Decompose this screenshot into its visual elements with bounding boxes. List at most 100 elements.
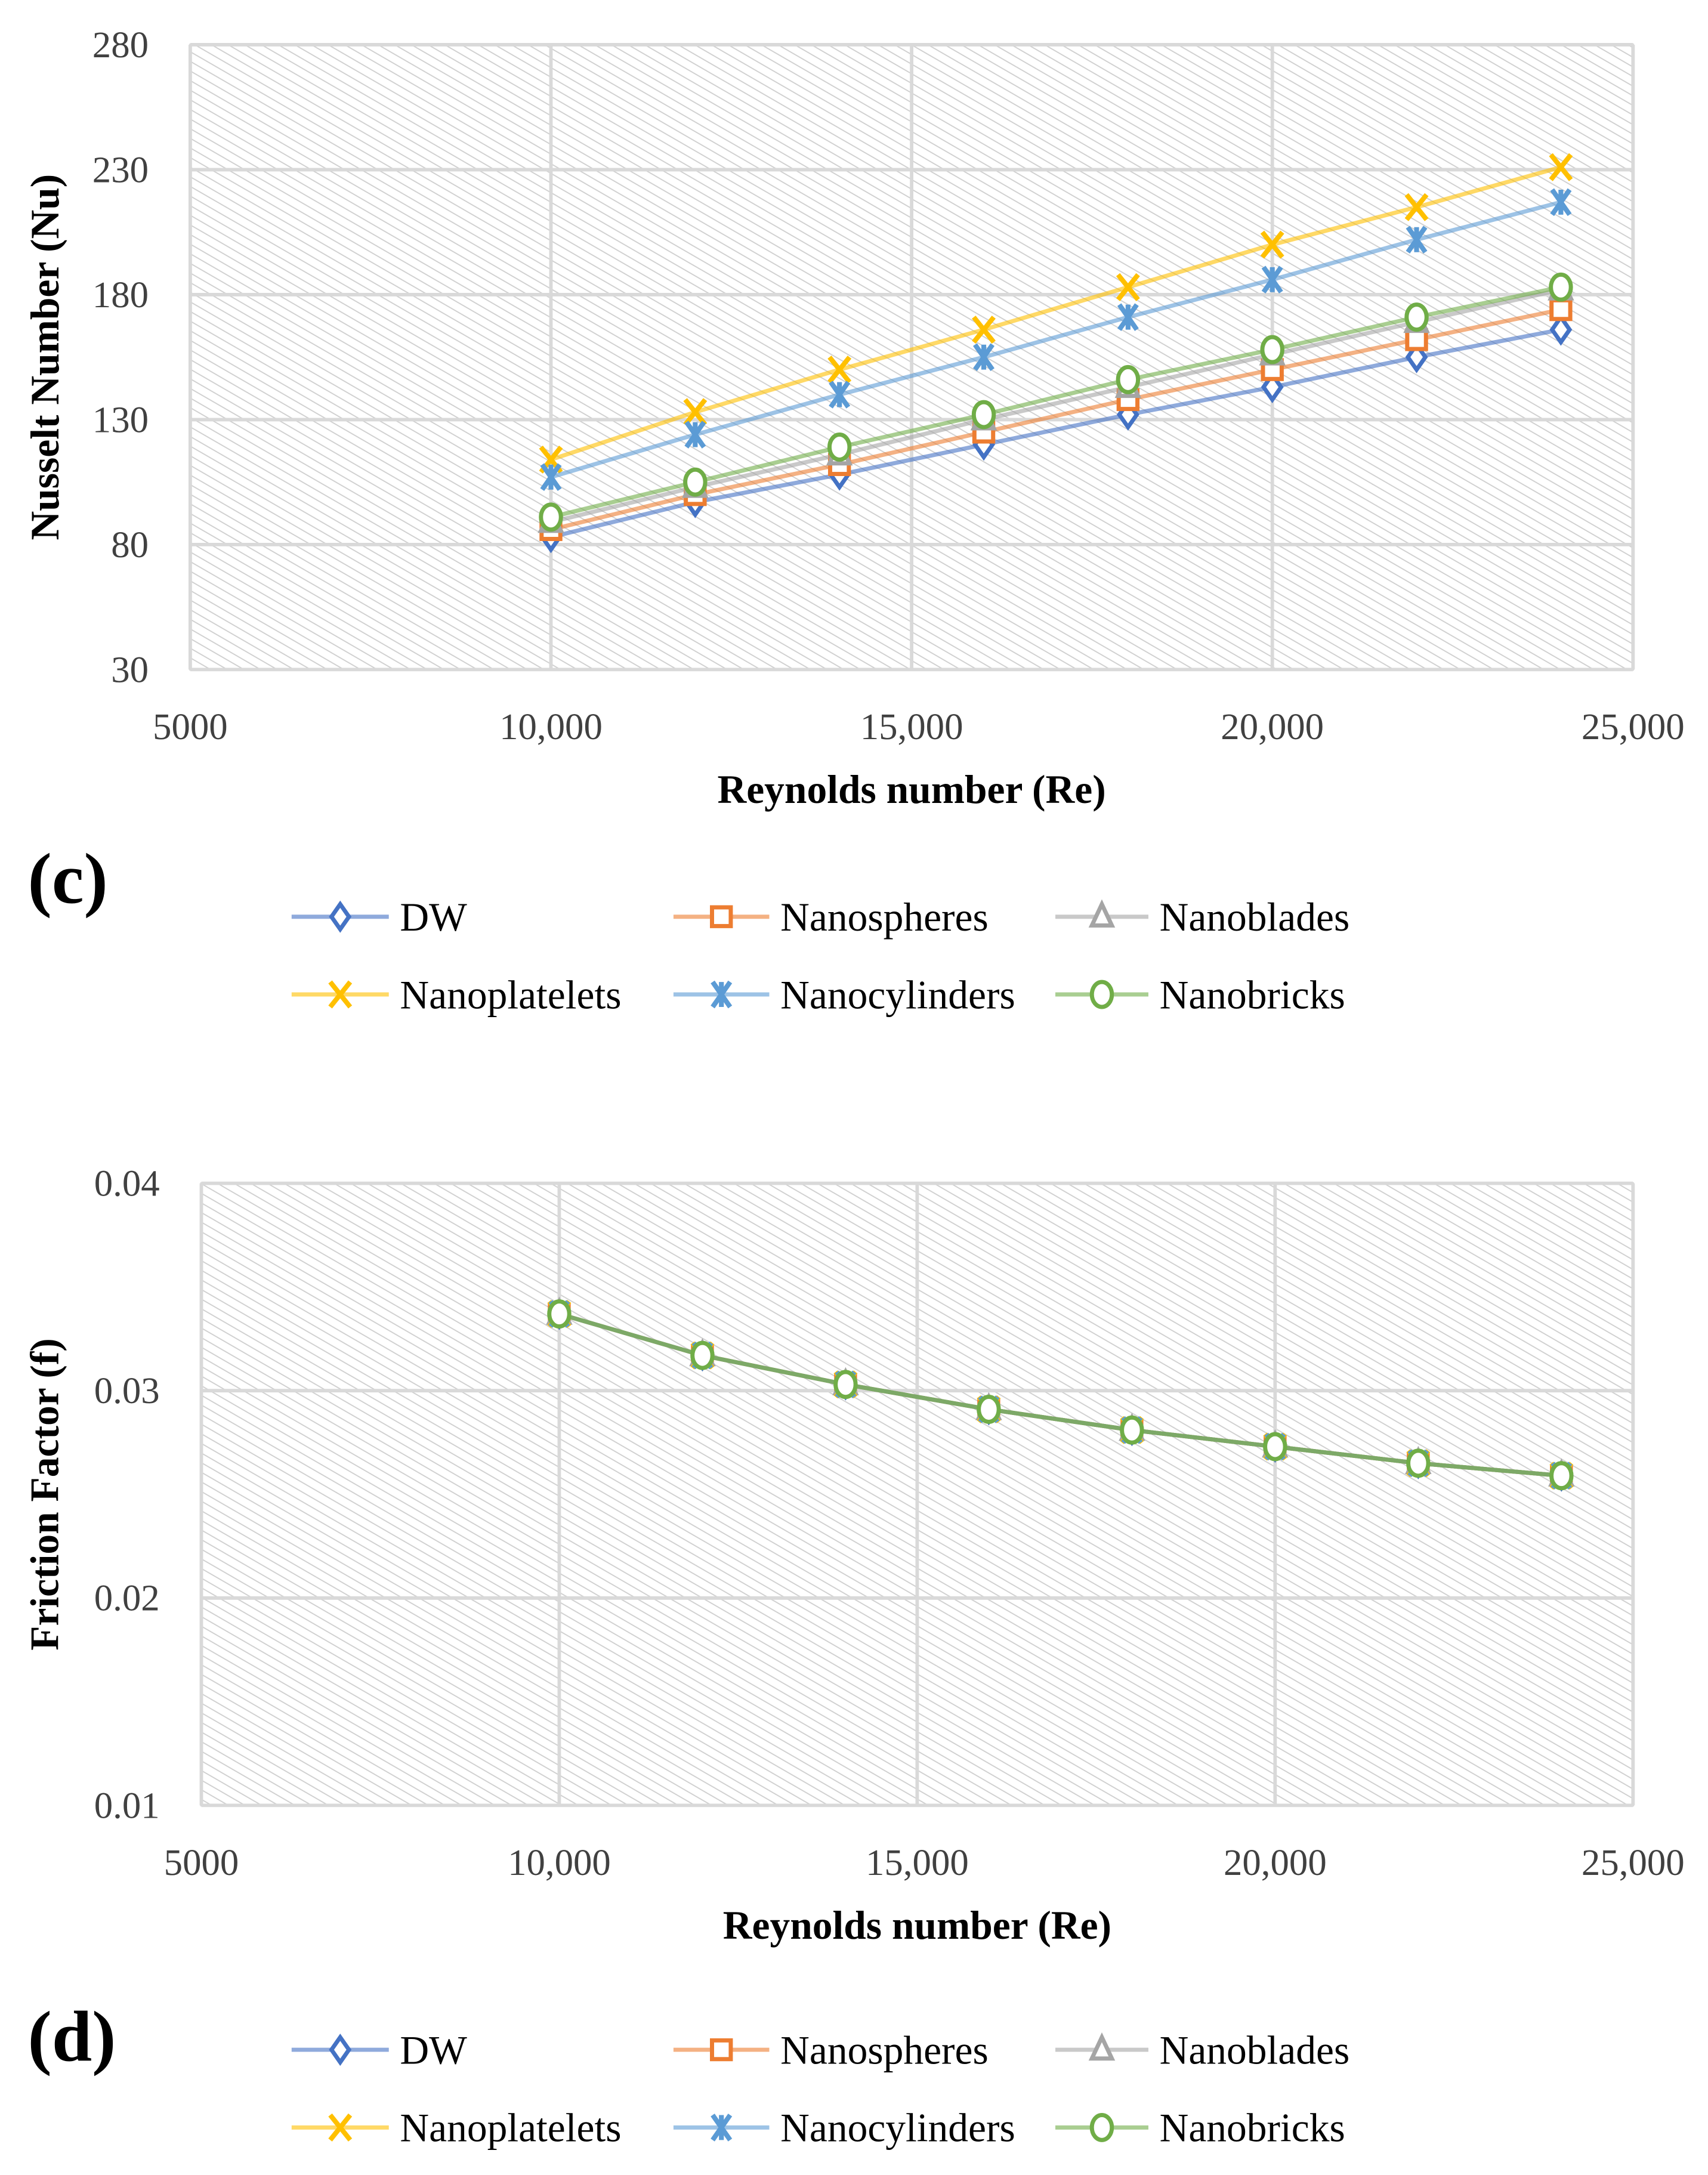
legend-label: DW [400,895,467,940]
legend-label: Nanoplatelets [400,2106,621,2151]
data-point [1260,335,1284,364]
data-point [683,467,708,497]
data-point [1549,298,1573,322]
legend-item: Nanospheres [673,2028,989,2072]
data-point [977,1395,1001,1424]
data-point [973,343,995,371]
asterisk-marker-icon [711,980,733,1009]
x-tick-label: 10,000 [508,1842,611,1883]
x-tick-label: 25,000 [1582,706,1685,747]
y-tick-label: 230 [92,149,149,190]
x-axis-label: Reynolds number (Re) [723,1903,1111,1948]
y-axis-label: Friction Factor (f) [23,1338,67,1651]
data-point [1405,328,1428,351]
legend-item: Nanospheres [673,895,989,940]
triangle-marker-icon [1088,2032,1116,2061]
data-point [1116,273,1140,301]
legend-label: Nanospheres [780,895,989,940]
diamond-marker-icon [329,2034,352,2066]
data-point [1120,1415,1144,1445]
data-point [539,502,563,532]
data-point [540,463,562,492]
legend-label: Nanoplatelets [400,972,621,1017]
x-axis-label: Reynolds number (Re) [717,767,1105,812]
data-point [690,1340,715,1370]
data-point [1549,153,1573,181]
data-point [1549,272,1573,302]
x-tick-label: 5000 [164,1842,239,1883]
data-point [1550,188,1572,217]
data-point [833,1370,858,1399]
series-nanobricks [547,1299,1574,1491]
data-point [1406,1448,1431,1478]
y-tick-label: 30 [111,648,149,690]
data-point [971,400,996,430]
legend-item: DW [291,2028,467,2072]
legend-label: Nanobricks [1160,2106,1345,2151]
x-tick-label: 10,000 [499,706,603,747]
legend-label: DW [400,2028,467,2072]
legend-item: Nanoplatelets [291,972,621,1017]
legend-label: Nanocylinders [780,972,1015,1017]
legend-label: Nanospheres [780,2028,989,2072]
y-tick-label: 0.03 [94,1370,160,1411]
series-nanobricks [539,272,1573,532]
data-point [1263,1432,1287,1462]
data-point [1404,302,1429,332]
friction-chart: 0.01 0.02 0.03 0.04 5000 10,000 15,000 20,000 25… [23,1163,1685,2151]
data-point [683,398,708,427]
data-point [829,381,851,409]
legend-item: Nanoblades [1055,895,1349,940]
legend-item: Nanoblades [1055,2028,1349,2072]
asterisk-marker-icon [711,2114,733,2142]
y-tick-label: 280 [92,24,149,66]
data-point [1260,230,1284,259]
legend-item: Nanocylinders [673,2106,1015,2151]
x-tick-label: 5000 [153,706,228,747]
x-tick-label: 20,000 [1221,706,1324,747]
data-point [827,356,852,384]
data-point [1549,313,1573,346]
y-tick-label: 0.02 [94,1577,160,1619]
data-point [827,432,852,462]
data-point [547,1299,572,1329]
data-point [1261,265,1283,294]
y-tick-label: 180 [92,274,149,316]
series-nanoplatelets [539,153,1573,474]
circle-marker-icon [1089,2112,1114,2142]
legend-item: Nanobricks [1055,2106,1345,2151]
legend-item: DW [291,895,467,940]
data-point [1406,225,1428,254]
data-point [684,421,706,449]
data-point [1116,364,1141,394]
legend-item: Nanocylinders [673,972,1015,1017]
series-line [558,1312,1562,1478]
series-line [550,288,1562,524]
data-point [1404,193,1429,221]
square-marker-icon [710,2038,733,2062]
series-line [550,285,1562,520]
series-line [550,307,1562,532]
y-tick-label: 130 [92,398,149,440]
square-marker-icon [710,905,733,928]
series-line [550,200,1562,480]
y-tick-label: 80 [111,524,149,566]
x-tick-label: 25,000 [1582,1842,1685,1883]
nusselt-chart: 30 80 130 180 230 280 5000 10,000 15,000 20,000 25… [23,24,1685,1017]
legend-label: Nanocylinders [780,2106,1015,2151]
diamond-marker-icon [329,900,352,933]
legend-label: Nanoblades [1160,2028,1350,2072]
data-point [1549,1461,1574,1491]
x-marker-icon [328,980,353,1009]
legend-item: Nanobricks [1055,972,1345,1017]
panel-label: (d) [28,1997,116,2077]
y-axis-label: Nusselt Number (Nu) [23,174,67,540]
circle-marker-icon [1089,980,1114,1009]
panel-label: (c) [28,839,108,919]
series-nanocylinders [540,188,1572,492]
x-marker-icon [328,2113,353,2142]
series-line [550,328,1562,539]
legend-item: Nanoplatelets [291,2106,621,2151]
series-line [550,165,1562,462]
